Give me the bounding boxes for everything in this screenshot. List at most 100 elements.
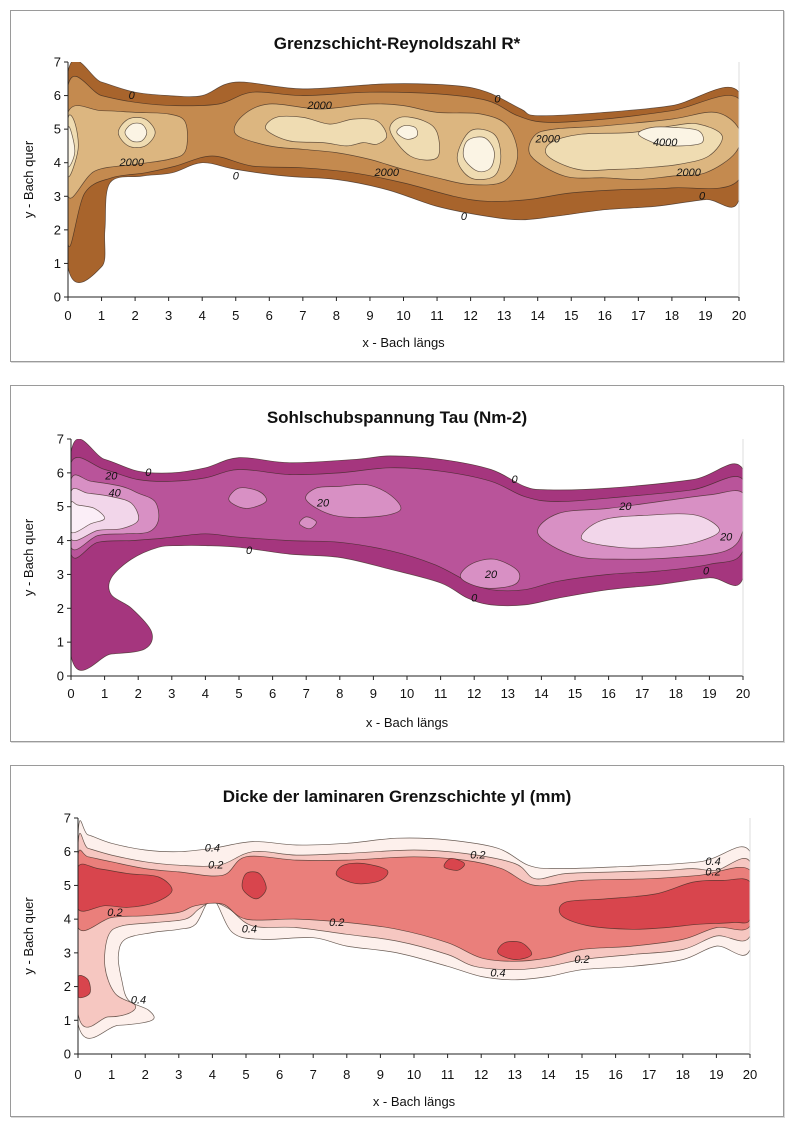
reynolds-x-tick-label: 11 <box>430 308 444 323</box>
reynolds-x-tick-label: 8 <box>333 308 340 323</box>
tau-x-tick-label: 5 <box>235 686 242 701</box>
reynolds-x-tick-label: 12 <box>463 308 477 323</box>
tau-x-tick-label: 3 <box>168 686 175 701</box>
tau-contour-label-1: 0 <box>246 545 253 557</box>
thickness-x-tick-label: 19 <box>709 1067 723 1082</box>
tau-x-tick-label: 13 <box>501 686 515 701</box>
thickness-x-tick-label: 10 <box>407 1067 421 1082</box>
thickness-contour-region-7 <box>443 858 465 871</box>
thickness-y-tick-label: 7 <box>64 811 71 826</box>
reynolds-x-tick-label: 19 <box>698 308 712 323</box>
reynolds-x-tick-label: 4 <box>199 308 206 323</box>
tau-contour-region-3 <box>228 487 267 509</box>
reynolds-contour-region-7 <box>265 115 388 147</box>
tau-contour-region-8 <box>71 488 139 541</box>
reynolds-contour-region-15 <box>638 126 704 147</box>
reynolds-y-tick-label: 6 <box>54 88 61 103</box>
reynolds-chart-title: Grenzschicht-Reynoldszahl R* <box>274 34 521 53</box>
tau-x-tick-label: 18 <box>669 686 683 701</box>
tau-x-axis-label: x - Bach längs <box>366 715 449 730</box>
thickness-x-tick-label: 12 <box>474 1067 488 1082</box>
reynolds-x-tick-label: 18 <box>665 308 679 323</box>
tau-x-tick-label: 11 <box>434 686 448 701</box>
reynolds-contour-label-7: 2000 <box>373 167 399 179</box>
reynolds-x-tick-label: 7 <box>299 308 306 323</box>
tau-contour-label-9: 20 <box>618 501 632 513</box>
reynolds-x-tick-label: 14 <box>530 308 544 323</box>
thickness-x-tick-label: 2 <box>142 1067 149 1082</box>
thickness-y-tick-label: 5 <box>64 878 71 893</box>
thickness-x-tick-label: 13 <box>508 1067 522 1082</box>
reynolds-x-tick-label: 15 <box>564 308 578 323</box>
reynolds-contour-label-6: 2000 <box>306 100 332 112</box>
thickness-contour-label-8: 0.4 <box>490 967 505 979</box>
tau-x-tick-label: 0 <box>67 686 74 701</box>
thickness-x-tick-label: 20 <box>743 1067 757 1082</box>
reynolds-y-tick-label: 1 <box>54 256 61 271</box>
tau-x-tick-label: 9 <box>370 686 377 701</box>
reynolds-x-tick-label: 0 <box>64 308 71 323</box>
reynolds-x-tick-label: 20 <box>732 308 746 323</box>
tau-x-tick-label: 12 <box>467 686 481 701</box>
reynolds-y-tick-label: 0 <box>54 290 61 305</box>
thickness-contour-label-9: 0.2 <box>574 954 589 966</box>
thickness-contour-region-4 <box>78 975 91 999</box>
reynolds-contour-chart: Grenzschicht-Reynoldszahl R*000002000200… <box>21 34 746 350</box>
reynolds-y-tick-label: 2 <box>54 222 61 237</box>
reynolds-x-tick-label: 5 <box>232 308 239 323</box>
tau-contour-label-3: 0 <box>471 593 478 605</box>
tau-contour-region-6 <box>459 558 521 589</box>
reynolds-contour-label-10: 4000 <box>653 137 678 149</box>
thickness-contour-region-6 <box>335 862 389 885</box>
reynolds-x-axis-label: x - Bach längs <box>362 335 445 350</box>
thickness-contour-label-4: 0.2 <box>705 866 720 878</box>
tau-y-axis-label: y - Bach quer <box>21 518 36 596</box>
thickness-x-tick-label: 11 <box>441 1067 455 1082</box>
tau-contour-label-5: 20 <box>104 471 118 483</box>
thickness-y-tick-label: 4 <box>64 912 71 927</box>
thickness-contour-label-1: 0.2 <box>208 860 223 872</box>
tau-x-tick-label: 4 <box>202 686 209 701</box>
reynolds-contour-label-5: 2000 <box>119 157 145 169</box>
reynolds-contour-label-8: 2000 <box>535 134 561 146</box>
thickness-contour-label-0: 0.4 <box>205 843 220 855</box>
thickness-x-tick-label: 6 <box>276 1067 283 1082</box>
tau-contour-region-9 <box>580 513 720 549</box>
tau-y-tick-label: 0 <box>57 669 64 684</box>
thickness-x-tick-label: 9 <box>377 1067 384 1082</box>
tau-contour-chart: Sohlschubspannung Tau (Nm-2)000002040202… <box>21 408 750 730</box>
thickness-contour-label-5: 0.2 <box>107 907 122 919</box>
reynolds-contour-region-14 <box>462 136 495 173</box>
tau-y-tick-label: 7 <box>57 432 64 447</box>
reynolds-x-tick-label: 10 <box>396 308 410 323</box>
thickness-contour-label-10: 0.4 <box>131 994 146 1006</box>
tau-x-tick-label: 14 <box>534 686 548 701</box>
reynolds-contour-label-0: 0 <box>129 90 136 102</box>
reynolds-x-tick-label: 2 <box>131 308 138 323</box>
tau-x-tick-label: 1 <box>101 686 108 701</box>
thickness-x-tick-label: 14 <box>541 1067 555 1082</box>
reynolds-x-tick-label: 16 <box>598 308 612 323</box>
reynolds-contour-label-1: 0 <box>233 171 240 183</box>
reynolds-x-tick-label: 13 <box>497 308 511 323</box>
thickness-x-tick-label: 18 <box>676 1067 690 1082</box>
tau-x-tick-label: 2 <box>135 686 142 701</box>
reynolds-y-axis-label: y - Bach quer <box>21 140 36 218</box>
reynolds-contour-regions <box>68 62 739 283</box>
thickness-y-axis-label: y - Bach quer <box>21 897 36 975</box>
thickness-y-tick-label: 6 <box>64 844 71 859</box>
tau-contour-label-6: 40 <box>109 488 122 500</box>
thickness-x-tick-label: 8 <box>343 1067 350 1082</box>
tau-y-tick-label: 4 <box>57 533 64 548</box>
reynolds-contour-region-2 <box>68 105 188 199</box>
tau-x-tick-label: 19 <box>702 686 716 701</box>
thickness-contour-label-2: 0.2 <box>470 849 485 861</box>
reynolds-contour-region-11 <box>68 126 76 168</box>
thickness-x-tick-label: 0 <box>74 1067 81 1082</box>
chart-panel-thickness: Dicke der laminaren Grenzschichte yl (mm… <box>10 765 784 1117</box>
chart-panel-reynolds: Grenzschicht-Reynoldszahl R* 0 0 0 0 0 2000 200… <box>10 10 784 362</box>
reynolds-contour-label-3: 0 <box>461 211 468 223</box>
tau-x-tick-label: 16 <box>601 686 615 701</box>
reynolds-y-tick-label: 7 <box>54 55 61 70</box>
thickness-contour-regions <box>78 820 750 1039</box>
